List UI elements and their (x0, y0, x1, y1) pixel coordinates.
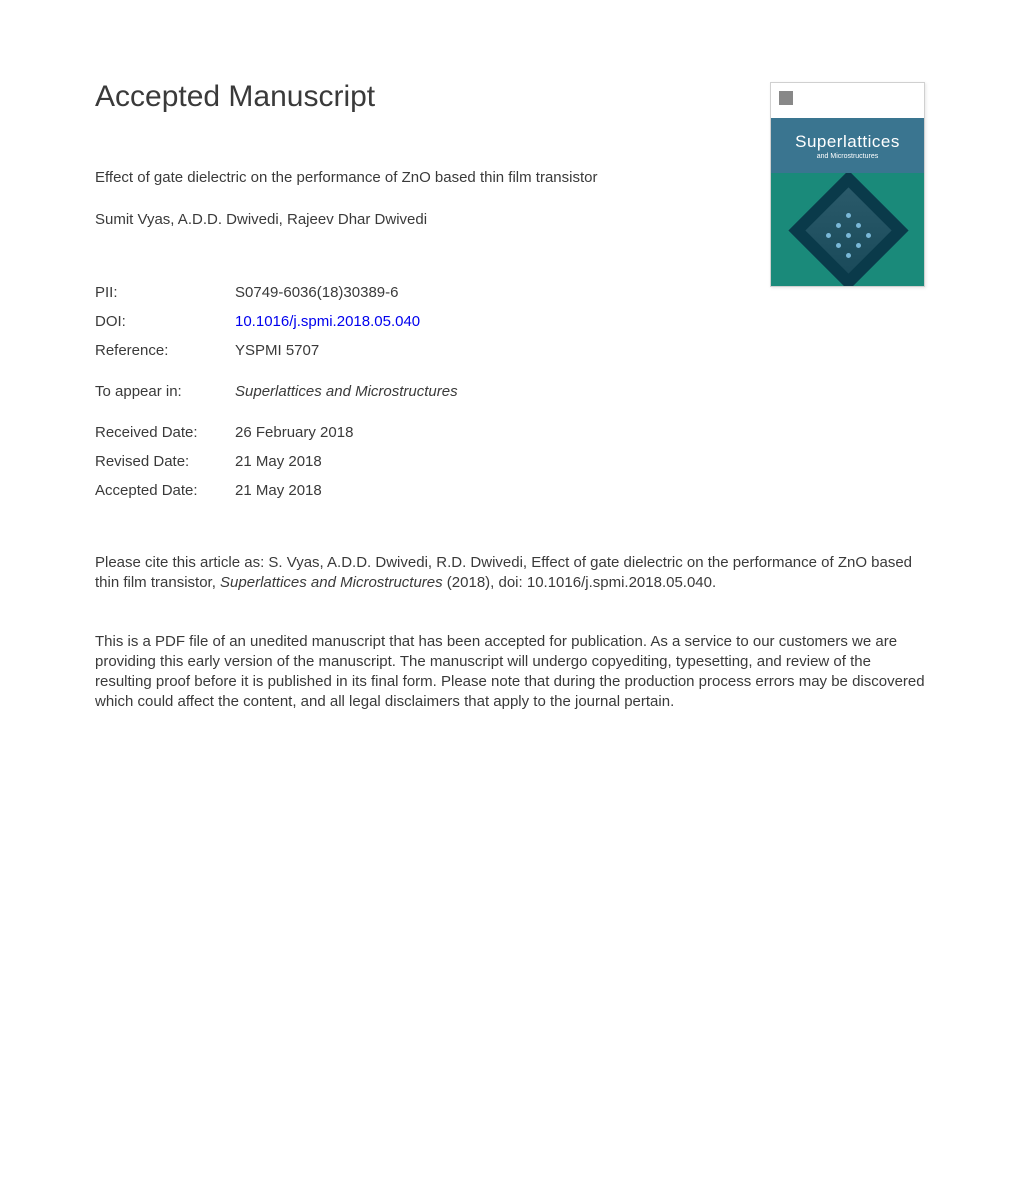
accepted-value: 21 May 2018 (235, 476, 458, 505)
to-appear-value: Superlattices and Microstructures (235, 383, 458, 400)
table-row: To appear in: Superlattices and Microstr… (95, 365, 458, 406)
cover-journal-title: Superlattices (795, 132, 900, 152)
table-row: Revised Date: 21 May 2018 (95, 447, 458, 476)
revised-value: 21 May 2018 (235, 447, 458, 476)
table-row: PII: S0749-6036(18)30389-6 (95, 278, 458, 307)
to-appear-label: To appear in: (95, 365, 235, 406)
cover-title-band: Superlattices and Microstructures (771, 118, 924, 173)
disclaimer-text: This is a PDF file of an unedited manusc… (95, 632, 925, 713)
pii-label: PII: (95, 278, 235, 307)
doi-label: DOI: (95, 307, 235, 336)
table-row: Accepted Date: 21 May 2018 (95, 476, 458, 505)
revised-label: Revised Date: (95, 447, 235, 476)
journal-cover-image: Superlattices and Microstructures (770, 82, 925, 287)
reference-label: Reference: (95, 336, 235, 365)
cover-artwork (771, 173, 924, 286)
reference-value: YSPMI 5707 (235, 336, 458, 365)
citation-text: Please cite this article as: S. Vyas, A.… (95, 553, 925, 594)
publisher-logo-icon (779, 91, 793, 105)
accepted-label: Accepted Date: (95, 476, 235, 505)
metadata-table: PII: S0749-6036(18)30389-6 DOI: 10.1016/… (95, 278, 458, 505)
received-label: Received Date: (95, 406, 235, 447)
table-row: Received Date: 26 February 2018 (95, 406, 458, 447)
article-title: Effect of gate dielectric on the perform… (95, 169, 665, 186)
pii-value: S0749-6036(18)30389-6 (235, 278, 458, 307)
received-value: 26 February 2018 (235, 406, 458, 447)
cover-journal-subtitle: and Microstructures (817, 153, 878, 160)
table-row: DOI: 10.1016/j.spmi.2018.05.040 (95, 307, 458, 336)
citation-suffix: (2018), doi: 10.1016/j.spmi.2018.05.040. (443, 574, 717, 591)
cover-top-section (771, 83, 924, 118)
doi-link[interactable]: 10.1016/j.spmi.2018.05.040 (235, 313, 420, 330)
citation-journal: Superlattices and Microstructures (220, 574, 443, 591)
cover-lattice-dots-icon (826, 213, 876, 263)
table-row: Reference: YSPMI 5707 (95, 336, 458, 365)
